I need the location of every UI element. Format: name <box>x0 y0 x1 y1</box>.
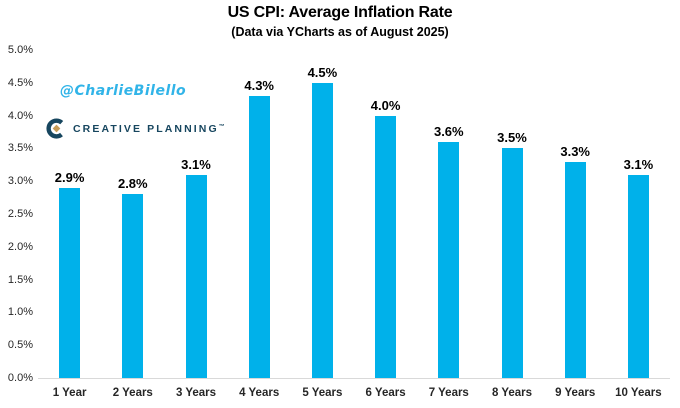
x-tick-label: 7 Years <box>428 387 469 399</box>
x-tick-label: 9 Years <box>555 387 596 399</box>
bar-value-label: 4.5% <box>307 65 338 80</box>
x-tick-label: 2 Years <box>112 387 153 399</box>
chart-subtitle: (Data via YCharts as of August 2025) <box>231 25 449 39</box>
bar-4-years <box>248 96 270 378</box>
bar-7-years <box>438 142 460 378</box>
x-tick-label: 8 Years <box>491 387 533 399</box>
chart-title: US CPI: Average Inflation Rate <box>227 4 453 21</box>
y-tick-label: 4.0% <box>7 109 33 122</box>
x-tick-label: 10 Years <box>615 387 662 399</box>
x-tick-label: 3 Years <box>175 387 217 399</box>
bar-3-years <box>185 175 207 378</box>
bar-value-label: 4.0% <box>370 98 401 113</box>
y-tick-label: 4.5% <box>7 76 33 89</box>
bar-2-years <box>122 194 144 378</box>
x-tick-label: 5 Years <box>302 387 343 399</box>
x-tick-label: 6 Years <box>365 387 406 399</box>
plot-area: 2.9% 1 Year 2.8% 2 Years 3.1% 3 Years 4.3% 4 Ye… <box>38 50 670 399</box>
logo-text: CREATIVE PLANNING™ <box>73 122 225 135</box>
y-tick-label: 0.0% <box>7 372 33 384</box>
bar-value-label: 3.6% <box>433 124 464 139</box>
bar-value-label: 2.8% <box>117 176 148 191</box>
y-tick-label: 2.0% <box>7 240 33 253</box>
y-tick-label: 1.5% <box>7 273 33 286</box>
watermark-handle: @CharlieBilello <box>60 83 187 99</box>
bar-value-label: 3.5% <box>497 130 527 145</box>
y-tick-label: 1.0% <box>7 306 33 319</box>
bar-value-label: 3.3% <box>560 144 590 159</box>
bar-8-years <box>501 148 523 378</box>
bar-9-years <box>564 162 586 378</box>
bar-value-label: 2.9% <box>54 170 85 185</box>
bar-1-year <box>59 188 81 378</box>
bar-10-years <box>627 175 649 378</box>
x-tick-label: 4 Years <box>239 387 280 399</box>
creative-planning-logo: CREATIVE PLANNING™ <box>46 118 225 139</box>
bar-5-years <box>311 83 333 378</box>
logo-trademark: ™ <box>218 123 225 130</box>
bar-6-years <box>375 116 397 378</box>
y-tick-label: 5.0% <box>7 44 33 56</box>
bar-value-label: 3.1% <box>623 157 654 172</box>
y-tick-label: 3.5% <box>7 142 33 155</box>
creative-planning-c-icon <box>46 118 67 139</box>
y-tick-label: 2.5% <box>7 208 33 220</box>
bar-value-label: 4.3% <box>244 78 274 93</box>
y-tick-label: 0.5% <box>7 339 33 352</box>
x-tick-label: 1 Year <box>52 387 87 399</box>
bar-value-label: 3.1% <box>181 157 211 172</box>
y-tick-label: 3.0% <box>7 175 33 188</box>
